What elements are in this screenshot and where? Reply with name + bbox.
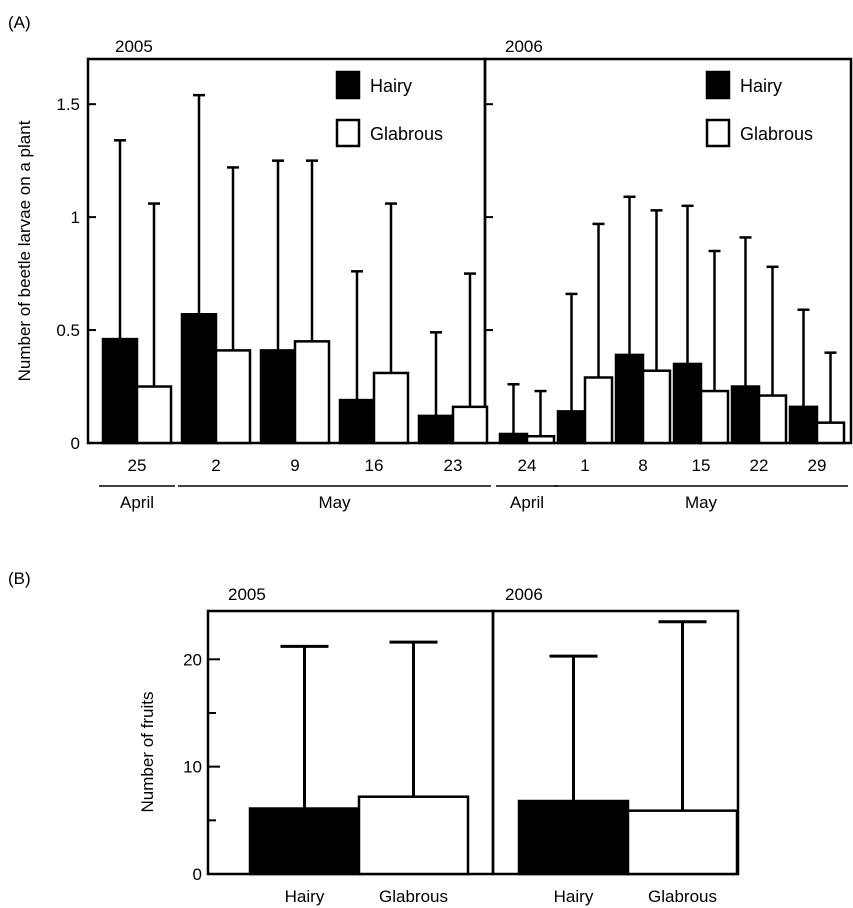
bar-glabrous bbox=[357, 795, 470, 876]
bar-glabrous bbox=[757, 394, 788, 445]
y-tick-label: 0 bbox=[193, 865, 202, 884]
x-tick-label: Glabrous bbox=[379, 887, 448, 906]
panel-a-year-2006: 2006 bbox=[505, 37, 543, 56]
month-label: May bbox=[685, 493, 718, 512]
bar-hairy bbox=[498, 432, 529, 445]
bar-hairy bbox=[517, 799, 630, 876]
bar-hairy bbox=[180, 312, 218, 445]
bar-glabrous bbox=[372, 371, 410, 445]
panel-b: Number of fruits 2005 2006 0 10 20 Hairy Gl… bbox=[138, 585, 740, 906]
x-tick-label: 24 bbox=[518, 456, 537, 475]
x-tick-label: 23 bbox=[444, 456, 463, 475]
y-tick-label: 1.5 bbox=[56, 95, 80, 114]
bar-glabrous bbox=[214, 349, 252, 445]
x-tick-label: 15 bbox=[692, 456, 711, 475]
bar-glabrous bbox=[699, 389, 730, 445]
x-tick-label: 8 bbox=[638, 456, 647, 475]
panel-b-ylabel: Number of fruits bbox=[138, 692, 157, 813]
bar-hairy bbox=[417, 414, 455, 445]
panel-b-label: (B) bbox=[8, 569, 31, 588]
bar-hairy bbox=[672, 362, 703, 445]
panel-b-x-axis: Hairy Glabrous Hairy Glabrous bbox=[285, 887, 717, 906]
x-tick-label: 16 bbox=[365, 456, 384, 475]
bar-hairy bbox=[259, 349, 297, 445]
x-tick-label: 2 bbox=[211, 456, 220, 475]
x-tick-label: Glabrous bbox=[648, 887, 717, 906]
panel-a-year-2005: 2005 bbox=[115, 37, 153, 56]
panel-b-y-axis: 0 10 20 bbox=[183, 650, 220, 884]
bar-hairy bbox=[614, 353, 645, 445]
panel-a-label: (A) bbox=[8, 13, 31, 32]
x-tick-label: 29 bbox=[808, 456, 827, 475]
legend-label: Glabrous bbox=[370, 124, 443, 144]
x-tick-label: Hairy bbox=[285, 887, 325, 906]
panel-b-year-2006: 2006 bbox=[505, 585, 543, 604]
bar-hairy bbox=[788, 405, 819, 445]
x-tick-label: 1 bbox=[580, 456, 589, 475]
y-tick-label: 0.5 bbox=[56, 321, 80, 340]
legend-swatch-hairy bbox=[335, 70, 361, 100]
month-label: April bbox=[510, 493, 544, 512]
bar-glabrous bbox=[626, 809, 739, 876]
panel-a-bars bbox=[101, 93, 846, 445]
legend-label: Hairy bbox=[740, 76, 782, 96]
panel-b-year-2005: 2005 bbox=[228, 585, 266, 604]
legend-swatch-glabrous bbox=[335, 118, 361, 148]
bar-glabrous bbox=[135, 385, 173, 445]
bar-hairy bbox=[248, 807, 361, 876]
x-tick-label: 22 bbox=[750, 456, 769, 475]
bar-hairy bbox=[338, 398, 376, 445]
y-tick-label: 0 bbox=[71, 434, 80, 453]
bar-glabrous bbox=[641, 369, 672, 445]
bar-glabrous bbox=[293, 340, 331, 445]
panel-a-y-axis: 0 0.5 1 1.5 bbox=[56, 95, 493, 453]
bar-glabrous bbox=[525, 434, 556, 445]
bar-glabrous bbox=[815, 421, 846, 445]
legend-swatch-hairy bbox=[705, 70, 731, 100]
bar-glabrous bbox=[583, 376, 614, 445]
bar-hairy bbox=[730, 385, 761, 445]
legend-label: Glabrous bbox=[740, 124, 813, 144]
bar-glabrous bbox=[451, 405, 489, 445]
panel-a-legends: Hairy Glabrous Hairy Glabrous bbox=[335, 70, 813, 148]
x-tick-label: 25 bbox=[128, 456, 147, 475]
bar-hairy bbox=[556, 410, 587, 445]
panel-a: Number of beetle larvae on a plant 2005 … bbox=[15, 37, 853, 512]
x-tick-label: Hairy bbox=[554, 887, 594, 906]
month-label: May bbox=[318, 493, 351, 512]
panel-a-ylabel: Number of beetle larvae on a plant bbox=[15, 120, 34, 381]
panel-b-bars bbox=[248, 620, 739, 876]
bar-hairy bbox=[101, 337, 139, 445]
x-tick-label: 9 bbox=[290, 456, 299, 475]
legend-label: Hairy bbox=[370, 76, 412, 96]
legend-swatch-glabrous bbox=[705, 118, 731, 148]
y-tick-label: 1 bbox=[71, 208, 80, 227]
month-label: April bbox=[120, 493, 154, 512]
y-tick-label: 20 bbox=[183, 650, 202, 669]
y-tick-label: 10 bbox=[183, 758, 202, 777]
